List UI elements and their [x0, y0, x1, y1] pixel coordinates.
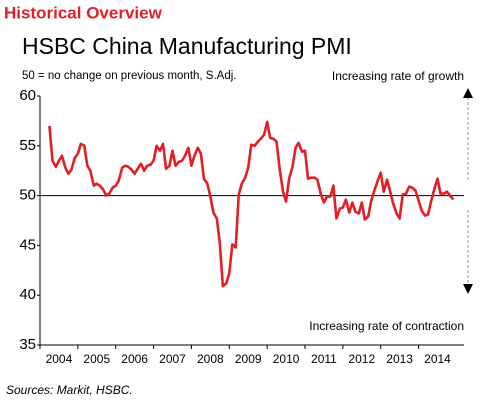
arrow-head: [463, 284, 473, 294]
x-tick-label: 2014: [424, 352, 451, 366]
annotation: Increasing rate of growth: [332, 69, 464, 83]
data-line: [48, 120, 455, 288]
x-tick-label: 2006: [121, 352, 148, 366]
y-tick-label: 60: [19, 87, 36, 104]
arrow-head: [463, 88, 473, 98]
x-tick-label: 2011: [311, 352, 337, 366]
chart-subtitle: 50 = no change on previous month, S.Adj.: [22, 70, 237, 82]
x-tick-label: 2012: [348, 352, 375, 366]
y-tick-label: 45: [19, 236, 36, 253]
x-tick-label: 2009: [235, 352, 262, 366]
x-tick-label: 2004: [46, 352, 73, 366]
x-tick-label: 2007: [159, 352, 186, 366]
y-tick-label: 50: [19, 187, 36, 204]
y-tick-label: 55: [19, 137, 36, 154]
x-tick-label: 2010: [273, 352, 300, 366]
y-tick-label: 40: [19, 286, 36, 303]
source-note: Sources: Markit, HSBC.: [6, 383, 133, 397]
x-tick-label: 2013: [386, 352, 413, 366]
annotation: Increasing rate of contraction: [309, 319, 464, 333]
chart-title: HSBC China Manufacturing PMI: [22, 33, 352, 59]
x-tick-label: 2008: [197, 352, 224, 366]
y-tick-label: 35: [19, 336, 36, 353]
header-title: Historical Overview: [4, 3, 163, 22]
x-tick-label: 2005: [83, 352, 110, 366]
